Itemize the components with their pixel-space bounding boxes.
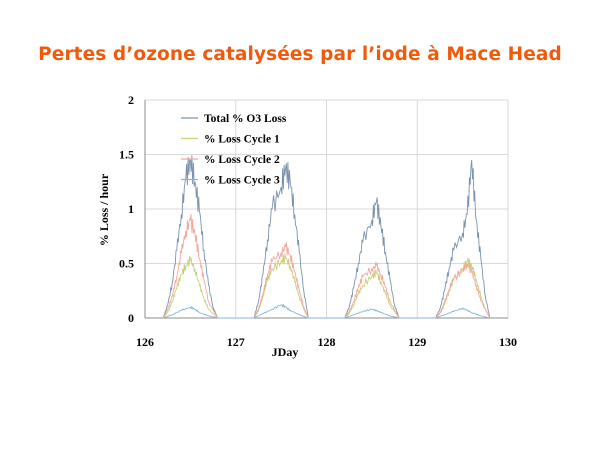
x-tick-label: 127 (227, 335, 245, 349)
y-tick-label: 2 (128, 93, 134, 107)
y-axis-title: % Loss / hour (97, 173, 111, 246)
slide-title: Pertes d’ozone catalysées par l’iode à M… (38, 44, 562, 65)
tick-labels: 126 127 128 129 130 0 0.5 1 1.5 2 (119, 93, 517, 349)
series-line-3 (162, 214, 491, 319)
legend-label: Total % O3 Loss (204, 113, 287, 125)
y-tick-label: 0 (128, 311, 134, 325)
series-line-4 (163, 303, 491, 319)
y-tick-label: 1.5 (119, 148, 134, 162)
x-tick-label: 130 (499, 335, 517, 349)
legend-label: % Loss Cycle 1 (204, 134, 280, 146)
series-line-1 (162, 155, 491, 319)
legend-label: % Loss Cycle 2 (204, 154, 280, 166)
legend: Total % O3 Loss % Loss Cycle 1 % Loss Cycl… (181, 113, 287, 187)
y-tick-label: 0.5 (119, 257, 134, 271)
x-tick-label: 129 (408, 335, 426, 349)
series-lines (162, 155, 491, 319)
legend-label: % Loss Cycle 3 (204, 175, 280, 187)
x-tick-label: 126 (136, 335, 154, 349)
y-tick-label: 1 (128, 202, 134, 216)
x-axis-title: JDay (272, 345, 299, 359)
x-tick-label: 128 (318, 335, 336, 349)
